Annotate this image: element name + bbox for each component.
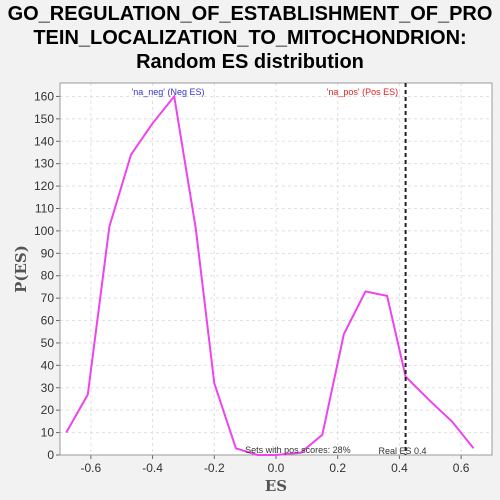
x-tick-label: 0.6	[453, 461, 470, 475]
y-tick-label: 110	[35, 201, 54, 215]
x-tick-label: -0.6	[81, 461, 102, 475]
y-tick-label: 90	[41, 246, 55, 260]
y-tick-label: 120	[34, 179, 54, 193]
y-tick-label: 10	[41, 426, 55, 440]
x-tick-label: -0.4	[142, 461, 163, 475]
y-tick-label: 60	[41, 314, 55, 328]
real-es-label: Real ES 0.4	[378, 446, 426, 456]
pos-es-label: 'na_pos' (Pos ES)	[327, 87, 398, 97]
x-tick-label: 0.4	[391, 461, 408, 475]
x-axis-title: ES	[265, 477, 287, 495]
y-tick-label: 80	[41, 269, 55, 283]
y-tick-label: 40	[41, 358, 55, 372]
title-line-2: TEIN_LOCALIZATION_TO_MITOCHONDRION:	[33, 27, 467, 49]
y-tick-label: 140	[34, 134, 54, 148]
es-distribution-line	[65, 94, 475, 456]
x-tick-label: 0.2	[329, 461, 346, 475]
y-tick-label: 0	[47, 448, 54, 462]
tick-labels: 0 10 20 30 40 50 60 70 80 90 100 110 120 130 140 150 160…	[34, 89, 470, 475]
y-tick-label: 150	[34, 112, 54, 126]
title-line-1: GO_REGULATION_OF_ESTABLISHMENT_OF_PRO	[7, 3, 493, 25]
y-tick-label: 30	[41, 381, 55, 395]
y-tick-label: 100	[34, 224, 54, 238]
y-tick-label: 70	[41, 291, 55, 305]
neg-es-label: 'na_neg' (Neg ES)	[132, 87, 205, 97]
x-tick-label: 0.0	[268, 461, 285, 475]
sets-pos-scores-text: Sets with pos scores: 28%	[245, 445, 351, 455]
y-tick-label: 50	[41, 336, 55, 350]
y-tick-label: 130	[34, 157, 54, 171]
y-tick-label: 20	[41, 403, 55, 417]
grid-lines	[60, 83, 492, 456]
title-line-3: Random ES distribution	[136, 51, 364, 73]
y-tick-label: 160	[34, 89, 54, 103]
chart-title: GO_REGULATION_OF_ESTABLISHMENT_OF_PRO TE…	[0, 2, 500, 74]
x-tick-label: -0.2	[204, 461, 225, 475]
y-axis-title: P(ES)	[12, 245, 30, 293]
